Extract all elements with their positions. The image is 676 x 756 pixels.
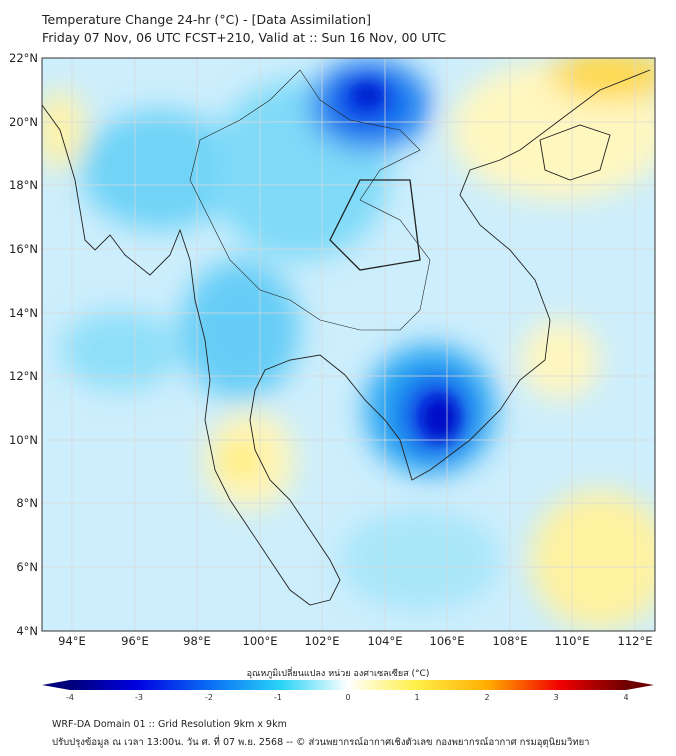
lon-label: 102°E (305, 634, 340, 648)
lon-label: 100°E (243, 634, 278, 648)
colorbar-tick: 0 (345, 693, 351, 702)
colorbar-max-arrow (626, 680, 654, 690)
lon-label: 106°E (430, 634, 465, 648)
temperature-change-map: 22°N 20°N 18°N 16°N 14°N 12°N 10°N 8°N 6… (9, 51, 656, 690)
lat-label: 22°N (9, 51, 38, 65)
map-frame (41, 57, 656, 632)
colorbar-tick: -1 (274, 693, 282, 702)
colorbar-tick: -2 (205, 693, 213, 702)
lon-label: 98°E (183, 634, 211, 648)
lat-label: 4°N (16, 624, 38, 638)
colorbar-tick: 4 (623, 693, 629, 702)
footer-credit: ปรับปรุงข้อมูล ณ เวลา 13:00น. วัน ศ. ที่… (52, 737, 590, 748)
coastlines (42, 69, 651, 606)
lon-axis: 94°E 96°E 98°E 100°E 102°E 104°E 106°E 1… (58, 634, 652, 648)
lat-label: 12°N (9, 369, 38, 383)
colorbar-tick: 3 (553, 693, 559, 702)
lat-axis: 22°N 20°N 18°N 16°N 14°N 12°N 10°N 8°N 6… (9, 51, 38, 638)
colorbar-title: อุณหภูมิเปลี่ยนแปลง หน่วย องศาเซลเซียส (… (246, 669, 430, 679)
lat-label: 6°N (16, 560, 38, 574)
lat-label: 14°N (9, 306, 38, 320)
colorbar-gradient (70, 680, 626, 690)
colorbar-tick: -4 (66, 693, 74, 702)
gridlines (42, 58, 655, 631)
lat-label: 20°N (9, 115, 38, 129)
lon-label: 110°E (555, 634, 590, 648)
lon-label: 104°E (368, 634, 403, 648)
map-title: Temperature Change 24-hr (°C) - [Data As… (42, 12, 371, 27)
colorbar-tick: 2 (484, 693, 490, 702)
lon-label: 108°E (493, 634, 528, 648)
colorbar (42, 680, 654, 690)
map-subtitle: Friday 07 Nov, 06 UTC FCST+210, Valid at… (42, 30, 447, 45)
lat-label: 18°N (9, 178, 38, 192)
lon-label: 112°E (618, 634, 653, 648)
colorbar-tick: -3 (135, 693, 143, 702)
lon-label: 94°E (58, 634, 86, 648)
lon-label: 96°E (121, 634, 149, 648)
lat-label: 10°N (9, 433, 38, 447)
colorbar-min-arrow (42, 680, 70, 690)
lat-label: 8°N (16, 496, 38, 510)
footer-model-info: WRF-DA Domain 01 :: Grid Resolution 9km … (52, 719, 287, 730)
field-layer (42, 58, 655, 631)
colorbar-tick: 1 (414, 693, 420, 702)
lat-label: 16°N (9, 242, 38, 256)
